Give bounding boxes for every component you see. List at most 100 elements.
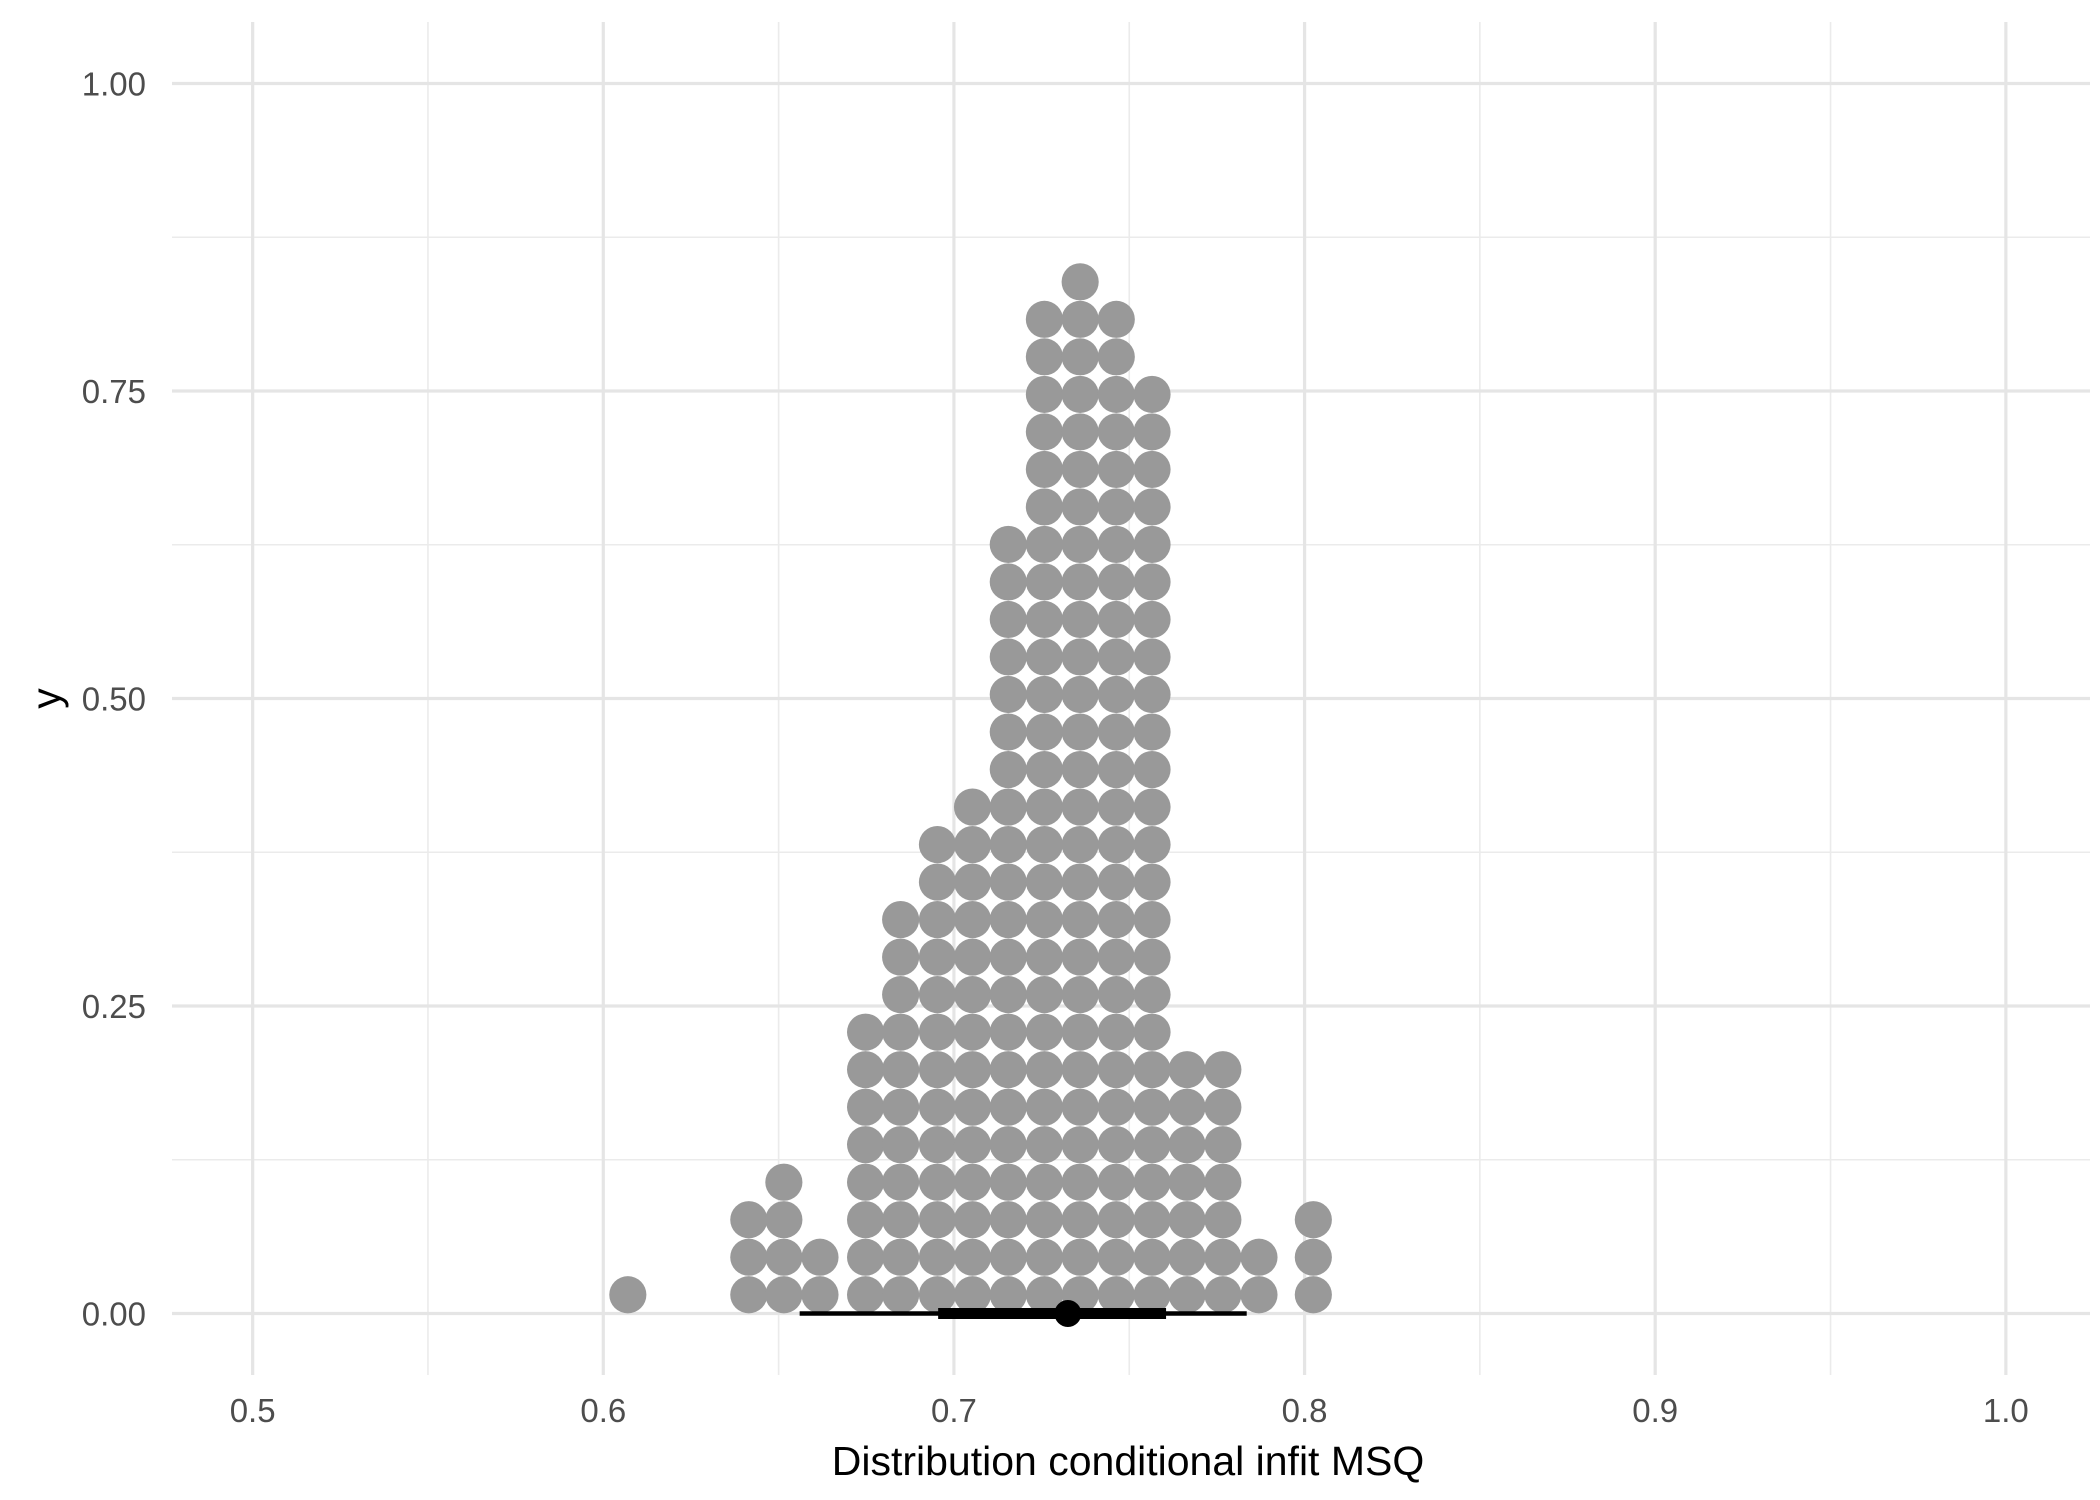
dot <box>953 788 992 826</box>
dot <box>953 1013 992 1051</box>
dot <box>882 938 920 976</box>
dot <box>1240 1238 1278 1276</box>
dot <box>1061 638 1099 676</box>
dot <box>1133 450 1171 488</box>
dot <box>918 976 957 1014</box>
dot <box>1097 750 1135 789</box>
dot <box>1168 1238 1206 1276</box>
y-tick-label: 1.00 <box>82 66 146 103</box>
dot <box>1025 300 1063 338</box>
dot <box>989 1201 1027 1239</box>
dot <box>1168 1051 1206 1089</box>
dot <box>1204 1201 1242 1239</box>
dot <box>1097 1201 1135 1239</box>
point-interval <box>799 1300 1247 1327</box>
dot <box>1133 976 1171 1014</box>
dot <box>1025 976 1063 1014</box>
dot <box>882 1238 920 1276</box>
y-axis-ticks: 0.00 0.25 0.50 0.75 1.00 <box>82 66 146 1333</box>
dot <box>918 1051 957 1089</box>
dot <box>1025 788 1063 826</box>
x-axis-ticks: 0.5 0.6 0.7 0.8 0.9 1.0 <box>230 1392 2029 1429</box>
dot <box>989 1163 1027 1201</box>
dot <box>953 825 992 864</box>
dot <box>765 1238 803 1276</box>
dot <box>765 1276 803 1314</box>
dot <box>882 1163 920 1201</box>
dot <box>1061 713 1099 751</box>
dot <box>1168 1201 1206 1239</box>
dot <box>953 1051 992 1089</box>
dot <box>1097 1088 1135 1126</box>
dot <box>918 1088 957 1126</box>
dot <box>1294 1238 1332 1276</box>
dot <box>846 1276 885 1314</box>
dot <box>1025 525 1063 564</box>
dot <box>918 825 957 864</box>
dot <box>1133 825 1171 864</box>
dot <box>1133 750 1171 789</box>
dot <box>1204 1163 1242 1201</box>
dot <box>1061 675 1099 714</box>
dot <box>846 1013 885 1051</box>
dot <box>1061 1013 1099 1051</box>
dot <box>1097 675 1135 714</box>
dot <box>989 1013 1027 1051</box>
dot <box>1294 1276 1332 1314</box>
dot <box>953 1088 992 1126</box>
dot <box>918 1163 957 1201</box>
y-tick-label: 0.00 <box>82 1296 146 1333</box>
dot <box>1061 1238 1099 1276</box>
x-tick-label: 1.0 <box>1983 1392 2029 1429</box>
dot <box>1097 450 1135 488</box>
dot <box>1097 600 1135 639</box>
dot <box>1097 1126 1135 1164</box>
dot <box>1097 788 1135 826</box>
dot <box>1133 938 1171 976</box>
dot <box>989 901 1027 939</box>
dot <box>730 1276 768 1314</box>
dot <box>1061 1051 1099 1089</box>
dot <box>1025 750 1063 789</box>
dot <box>1097 976 1135 1014</box>
dot <box>1025 825 1063 864</box>
dot <box>1240 1276 1278 1314</box>
dot <box>1168 1276 1206 1314</box>
dot <box>1133 375 1171 413</box>
dot <box>846 1163 885 1201</box>
dot <box>1097 1013 1135 1051</box>
dot <box>989 863 1027 901</box>
dot <box>1097 825 1135 864</box>
dot <box>953 1276 992 1314</box>
dot <box>1061 563 1099 601</box>
dot <box>989 600 1027 639</box>
dot <box>1097 1238 1135 1276</box>
dot <box>1097 488 1135 526</box>
dot <box>730 1201 768 1239</box>
dot <box>1133 488 1171 526</box>
dot <box>1097 525 1135 564</box>
dot <box>882 1051 920 1089</box>
dot <box>1097 901 1135 939</box>
dot <box>1061 263 1099 301</box>
dot <box>953 1126 992 1164</box>
dot <box>1025 713 1063 751</box>
dot <box>989 1126 1027 1164</box>
dot <box>1097 1276 1135 1314</box>
dot-series <box>609 263 1332 1314</box>
y-tick-label: 0.25 <box>82 988 146 1025</box>
dot <box>1133 901 1171 939</box>
dot <box>989 1051 1027 1089</box>
dot <box>1061 488 1099 526</box>
dot <box>846 1201 885 1239</box>
dot <box>1025 1163 1063 1201</box>
dot <box>1097 863 1135 901</box>
dot <box>989 1238 1027 1276</box>
dot <box>953 938 992 976</box>
dot <box>1097 563 1135 601</box>
dot <box>882 1013 920 1051</box>
dot <box>1097 938 1135 976</box>
dot <box>989 825 1027 864</box>
dot <box>1097 1163 1135 1201</box>
